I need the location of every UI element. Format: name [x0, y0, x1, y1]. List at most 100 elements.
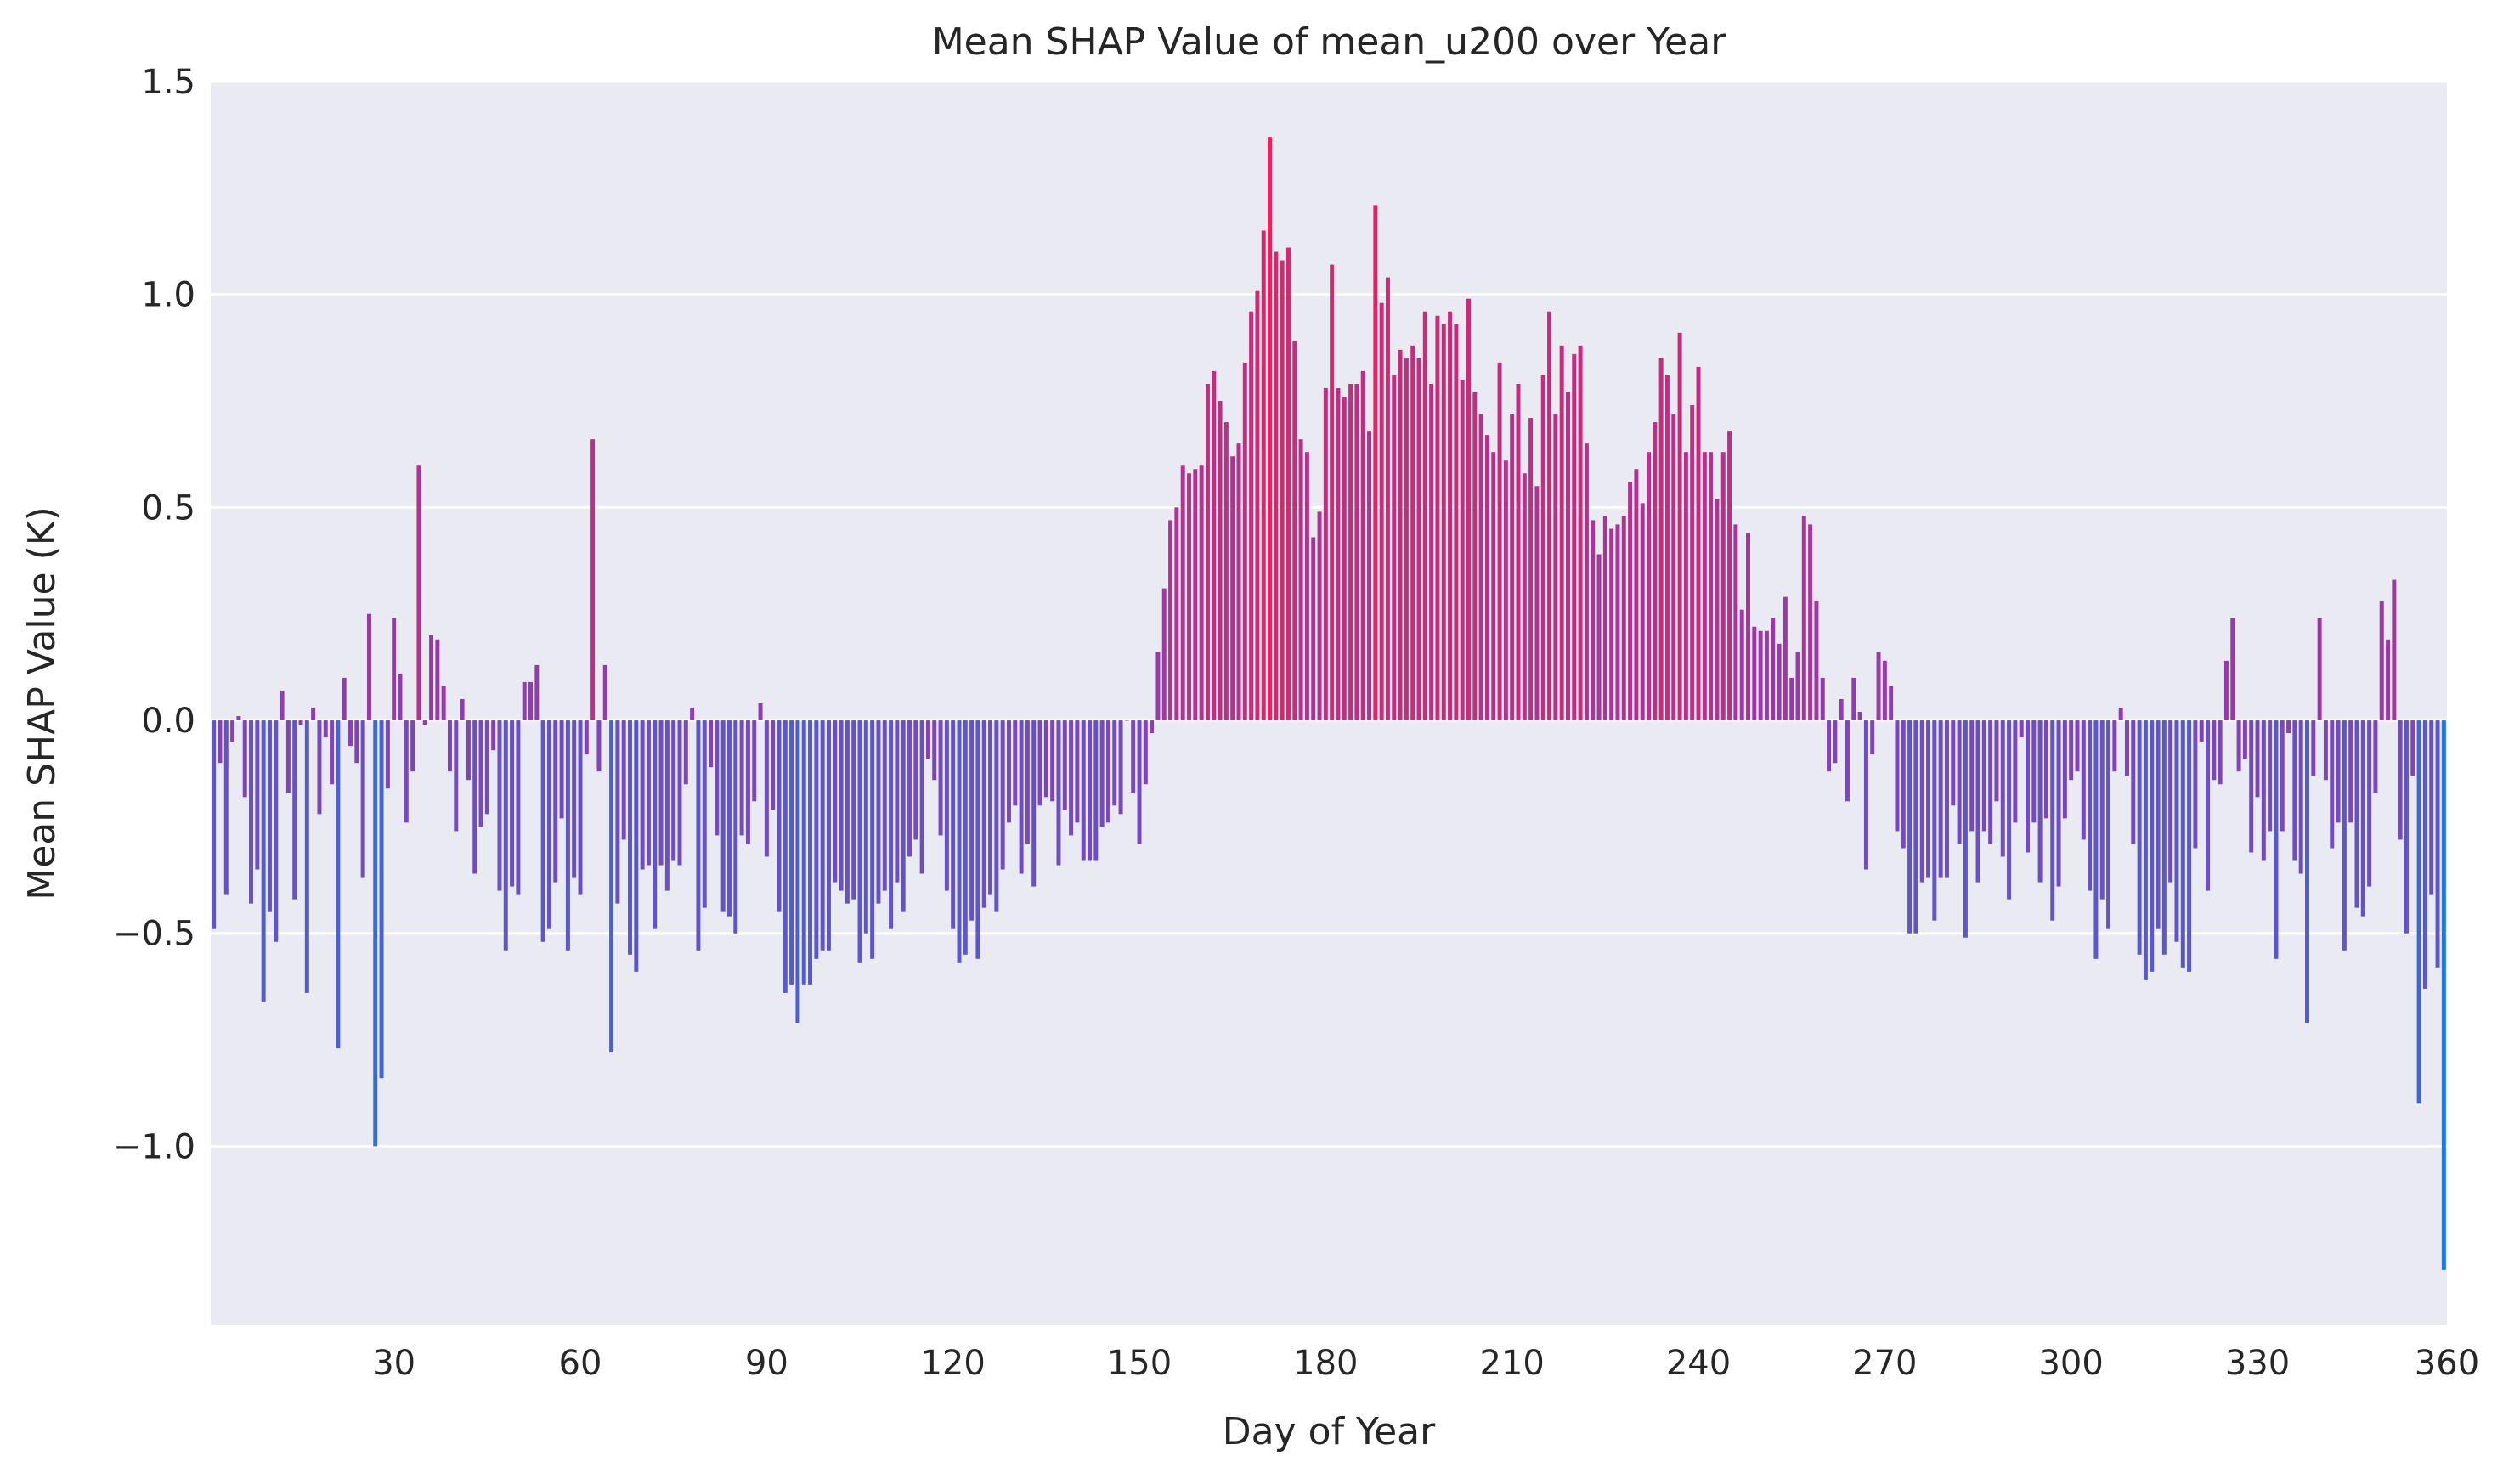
bar-day-44 [478, 720, 483, 827]
bar-day-295 [2037, 720, 2043, 883]
bar-day-306 [2106, 720, 2111, 929]
bar-day-141 [1081, 720, 1086, 861]
bar-day-212 [1522, 473, 1527, 721]
bar-day-119 [944, 720, 949, 891]
bar-day-60 [578, 720, 583, 895]
bar-day-74 [664, 720, 670, 891]
x-tick-label: 210 [1479, 1344, 1544, 1383]
bar-day-250 [1758, 630, 1763, 721]
bar-day-177 [1304, 452, 1309, 721]
bar-day-53 [534, 664, 540, 721]
bar-day-253 [1777, 643, 1782, 721]
bar-day-84 [726, 720, 732, 917]
bar-day-343 [2336, 720, 2341, 823]
bar-day-133 [1031, 720, 1037, 887]
bar-day-216 [1547, 311, 1552, 721]
bar-day-321 [2199, 720, 2204, 742]
bar-day-64 [602, 664, 607, 721]
bar-day-312 [2143, 720, 2148, 980]
bar-day-231 [1640, 503, 1645, 721]
bar-day-94 [789, 720, 794, 985]
bar-day-340 [2317, 618, 2322, 721]
bar-day-266 [1857, 712, 1862, 721]
bar-day-79 [696, 720, 701, 951]
bar-day-315 [2161, 720, 2167, 955]
bar-day-52 [528, 681, 534, 721]
bar-day-325 [2223, 660, 2229, 721]
bar-day-221 [1578, 345, 1583, 721]
bar-day-289 [2000, 720, 2005, 857]
bar-day-318 [2180, 720, 2185, 968]
bar-day-50 [516, 720, 521, 895]
bar-day-326 [2230, 618, 2235, 721]
bar-day-291 [2013, 720, 2018, 823]
bar-day-309 [2124, 720, 2129, 776]
bar-day-272 [1895, 720, 1900, 832]
bar-day-157 [1180, 465, 1185, 721]
bar-day-260 [1820, 677, 1825, 721]
bar-day-345 [2348, 720, 2353, 823]
bar-day-3 [223, 720, 229, 895]
bar-day-125 [981, 720, 986, 908]
bar-day-61 [584, 720, 589, 755]
bar-day-132 [1025, 720, 1030, 844]
bar-day-41 [460, 698, 465, 721]
bar-day-264 [1845, 720, 1850, 802]
bar-day-215 [1540, 375, 1545, 721]
bar-day-298 [2056, 720, 2061, 887]
bar-day-351 [2386, 639, 2391, 721]
bar-day-317 [2174, 720, 2179, 942]
y-tick-labels: −1.0 −0.5 0.0 0.5 1.0 1.5 [113, 63, 195, 1166]
bar-day-70 [640, 720, 645, 870]
bar-day-57 [559, 720, 564, 819]
bar-day-229 [1628, 482, 1633, 721]
bar-day-142 [1088, 720, 1093, 861]
bar-day-43 [472, 720, 477, 874]
bar-day-145 [1105, 720, 1110, 823]
bar-day-247 [1739, 609, 1744, 721]
bar-day-319 [2187, 720, 2192, 972]
bar-day-239 [1690, 405, 1695, 721]
bar-day-80 [702, 720, 707, 908]
x-tick-label: 120 [920, 1344, 985, 1383]
bar-day-118 [938, 720, 943, 836]
bar-day-56 [553, 720, 558, 883]
bar-day-161 [1205, 383, 1210, 721]
bar-day-114 [913, 720, 918, 840]
bar-day-213 [1528, 418, 1534, 721]
bar-day-24 [354, 720, 359, 764]
bar-day-283 [1963, 720, 1968, 938]
bar-day-294 [2031, 720, 2037, 823]
x-tick-label: 360 [2415, 1344, 2479, 1383]
bar-day-76 [677, 720, 682, 866]
bar-day-104 [851, 720, 856, 900]
bar-day-320 [2193, 720, 2198, 849]
bar-day-338 [2305, 720, 2309, 1024]
bar-day-156 [1174, 507, 1179, 721]
bar-day-81 [709, 720, 714, 768]
bar-day-206 [1484, 435, 1489, 721]
y-tick-label: 1.0 [141, 276, 195, 315]
bar-day-198 [1435, 315, 1440, 721]
gridlines [211, 80, 2447, 1148]
bar-day-184 [1348, 383, 1353, 721]
bar-day-92 [777, 720, 782, 912]
bar-day-208 [1497, 362, 1502, 721]
bar-day-230 [1634, 469, 1639, 721]
bar-day-218 [1559, 345, 1564, 721]
bar-day-108 [876, 720, 881, 904]
bar-day-106 [863, 720, 868, 934]
bar-day-268 [1870, 720, 1875, 755]
bar-day-83 [720, 720, 726, 912]
y-tick-label: 1.5 [141, 63, 195, 102]
bar-day-12 [280, 690, 285, 721]
bar-day-357 [2422, 720, 2427, 989]
bar-day-279 [1938, 720, 1943, 878]
chart-title: Mean SHAP Value of mean_u200 over Year [932, 20, 1727, 64]
bar-day-238 [1683, 452, 1688, 721]
bar-day-134 [1037, 720, 1042, 806]
bar-day-310 [2131, 720, 2136, 844]
bar-day-282 [1957, 720, 1962, 844]
bar-day-285 [1975, 720, 1980, 883]
